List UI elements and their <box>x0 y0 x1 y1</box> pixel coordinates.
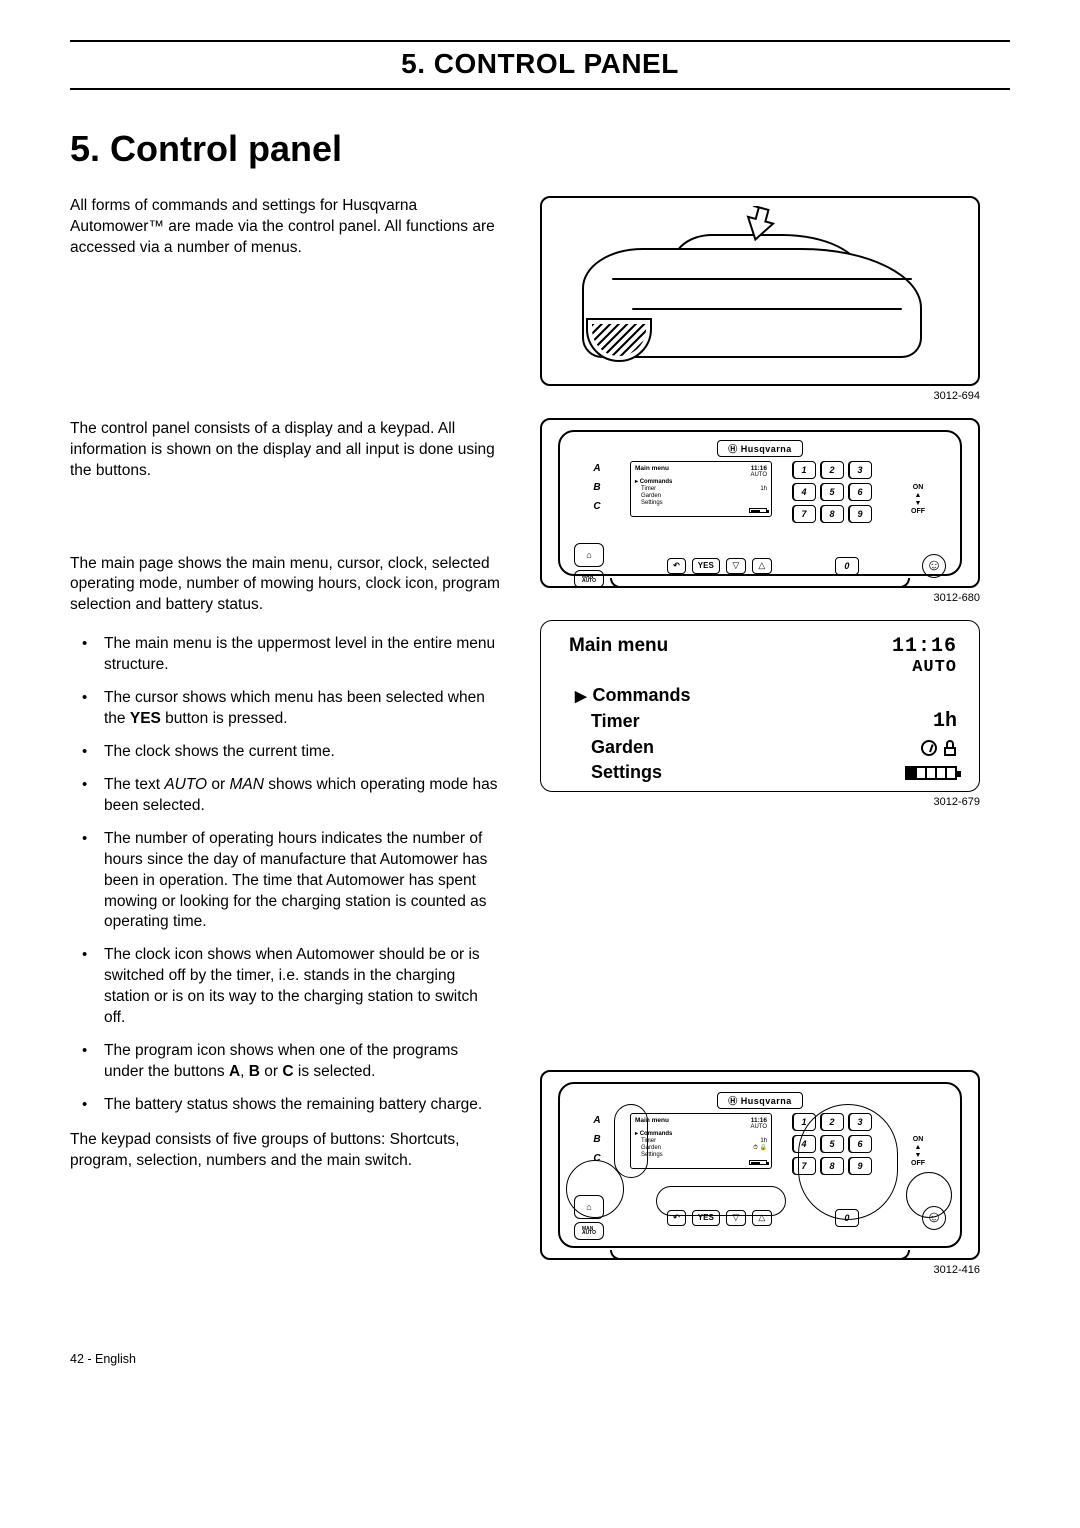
chapter-title: 5. Control panel <box>70 128 1010 170</box>
page-header: 5. CONTROL PANEL <box>70 42 1010 84</box>
menu-settings: Settings <box>591 762 662 783</box>
home-key: ⌂ <box>574 543 604 567</box>
key-c-label: C <box>593 501 600 512</box>
down-key: ▽ <box>726 558 746 574</box>
cursor-icon: ▶ <box>575 687 587 705</box>
key-b-label: B <box>593 482 600 493</box>
intro-paragraph: All forms of commands and settings for H… <box>70 196 500 259</box>
brand-label-2: Ⓗ Husqvarna <box>717 1092 803 1109</box>
bullet-7b: , <box>240 1063 249 1080</box>
up-key: △ <box>752 558 772 574</box>
bullet-7C: C <box>282 1063 293 1080</box>
bullet-6: The clock icon shows when Automower shou… <box>70 945 500 1029</box>
bullet-4-auto: AUTO <box>164 776 207 793</box>
menu-garden: Garden <box>591 737 654 758</box>
menu-clock: 11:16 <box>892 635 957 658</box>
bullet-4: The text AUTO or MAN shows which operati… <box>70 775 500 817</box>
bullet-7: The program icon shows when one of the p… <box>70 1041 500 1083</box>
bullet-4-man: MAN <box>230 776 264 793</box>
mainpage-desc-paragraph: The main page shows the main menu, curso… <box>70 554 500 617</box>
power-key: ☺ <box>922 554 946 578</box>
menu-mode: AUTO <box>892 658 957 677</box>
battery-icon <box>905 766 957 780</box>
bullet-4a: The text <box>104 776 164 793</box>
bullet-2b: button is pressed. <box>161 710 288 727</box>
figure-menu-display: Main menu 11:16 AUTO ▶ Commands Timer 1h <box>540 620 980 818</box>
bullet-3: The clock shows the current time. <box>70 742 500 763</box>
figure-panel-2: Ⓗ Husqvarna A B C Main menu11:16 AUTO ▸ … <box>540 824 980 1286</box>
circle-numbers <box>798 1104 898 1220</box>
bullet-2: The cursor shows which menu has been sel… <box>70 688 500 730</box>
figure-panel-1: Ⓗ Husqvarna A B C Main menu11:16 AUTO ▸ … <box>540 418 980 614</box>
mini-screen-2: Main menu11:16 AUTO ▸ Commands Timer1h G… <box>630 1113 772 1169</box>
circle-selection <box>656 1186 786 1216</box>
menu-commands: Commands <box>593 685 691 706</box>
keypad-desc-paragraph: The keypad consists of five groups of bu… <box>70 1130 500 1172</box>
bullet-5: The number of operating hours indicates … <box>70 829 500 934</box>
lock-icon <box>943 740 957 756</box>
right-column: 3012-694 Ⓗ Husqvarna A B C Main men <box>540 196 980 1292</box>
bullet-1: The main menu is the uppermost level in … <box>70 634 500 676</box>
menu-timer: Timer <box>591 711 640 732</box>
clock-icon <box>921 740 937 756</box>
menu-title: Main menu <box>569 635 668 657</box>
circle-program <box>614 1104 648 1178</box>
bullet-2-bold: YES <box>130 710 161 727</box>
zero-key: 0 <box>835 557 859 575</box>
back-key: ↶ <box>667 558 686 574</box>
bullet-8: The battery status shows the remaining b… <box>70 1095 500 1116</box>
bullet-4b: or <box>207 776 229 793</box>
yes-key: YES <box>692 558 720 574</box>
key-a-label: A <box>593 463 600 474</box>
brand-label: Ⓗ Husqvarna <box>717 440 803 457</box>
panel-desc-paragraph: The control panel consists of a display … <box>70 419 500 482</box>
figure-mower: 3012-694 <box>540 196 980 412</box>
bullet-7d: is selected. <box>294 1063 376 1080</box>
left-column: All forms of commands and settings for H… <box>70 196 500 1190</box>
menu-hours: 1h <box>933 710 957 733</box>
bullet-7B: B <box>249 1063 260 1080</box>
bullet-7A: A <box>229 1063 240 1080</box>
figure-1-caption: 3012-694 <box>540 390 980 402</box>
page-footer: 42 - English <box>70 1352 1010 1366</box>
figure-2-caption: 3012-680 <box>540 592 980 604</box>
numpad: 123 456 789 <box>792 461 872 523</box>
figure-3-caption: 3012-679 <box>540 796 980 808</box>
man-auto-key: MAN AUTO <box>574 570 604 588</box>
circle-mainswitch <box>906 1172 952 1218</box>
bullet-7c: or <box>260 1063 282 1080</box>
bullet-list: The main menu is the uppermost level in … <box>70 634 500 1116</box>
mini-screen: Main menu11:16 AUTO ▸ Commands Timer1h G… <box>630 461 772 517</box>
arrow-icon <box>742 206 776 246</box>
on-off-label: ONOFF <box>911 484 925 515</box>
figure-4-caption: 3012-416 <box>540 1264 980 1276</box>
